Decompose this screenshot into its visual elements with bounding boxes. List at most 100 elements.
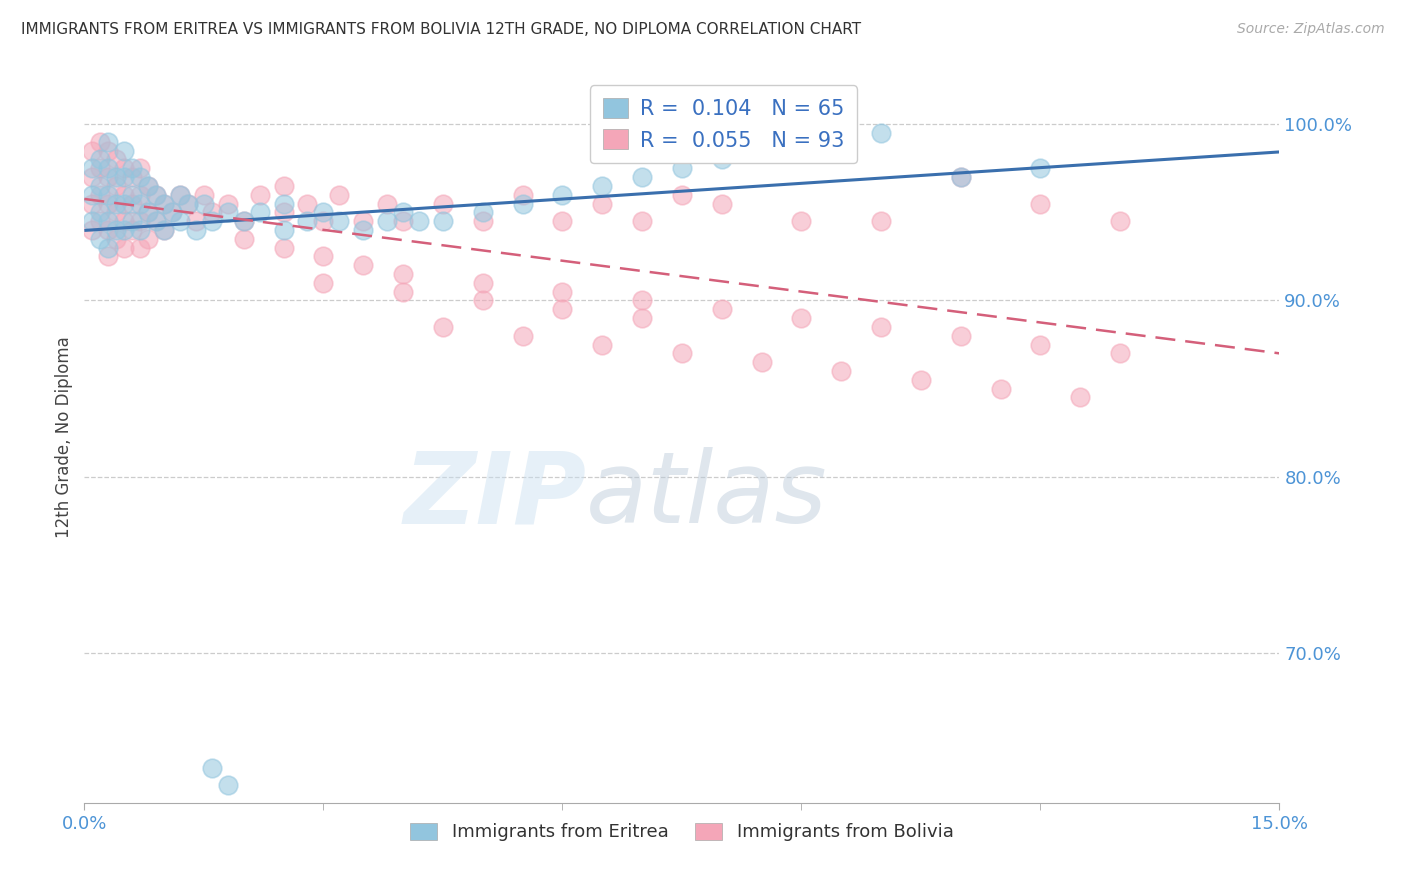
Point bbox=[112, 161, 135, 176]
Point bbox=[145, 214, 167, 228]
Point bbox=[551, 214, 574, 228]
Point bbox=[671, 346, 693, 360]
Point bbox=[145, 214, 167, 228]
Point bbox=[105, 178, 128, 193]
Point bbox=[512, 328, 534, 343]
Point bbox=[89, 187, 111, 202]
Point bbox=[153, 196, 176, 211]
Point bbox=[121, 214, 143, 228]
Point bbox=[89, 161, 111, 176]
Point bbox=[89, 153, 111, 167]
Point bbox=[177, 196, 200, 211]
Point bbox=[551, 187, 574, 202]
Point bbox=[105, 196, 128, 211]
Point bbox=[790, 214, 813, 228]
Point bbox=[471, 293, 494, 308]
Point bbox=[273, 223, 295, 237]
Point bbox=[105, 170, 128, 185]
Point bbox=[136, 178, 159, 193]
Point bbox=[112, 214, 135, 228]
Point bbox=[145, 187, 167, 202]
Point bbox=[177, 196, 200, 211]
Point bbox=[89, 135, 111, 149]
Point bbox=[89, 214, 111, 228]
Point bbox=[312, 249, 335, 263]
Y-axis label: 12th Grade, No Diploma: 12th Grade, No Diploma bbox=[55, 336, 73, 538]
Point bbox=[97, 196, 120, 211]
Point bbox=[82, 196, 104, 211]
Point bbox=[631, 214, 654, 228]
Point bbox=[136, 205, 159, 219]
Point bbox=[136, 205, 159, 219]
Point bbox=[232, 214, 254, 228]
Point bbox=[136, 178, 159, 193]
Point bbox=[112, 144, 135, 158]
Point bbox=[710, 302, 733, 317]
Point bbox=[105, 205, 128, 219]
Point bbox=[1109, 346, 1132, 360]
Point bbox=[89, 178, 111, 193]
Point bbox=[112, 196, 135, 211]
Point bbox=[121, 170, 143, 185]
Point bbox=[751, 355, 773, 369]
Point bbox=[710, 153, 733, 167]
Point bbox=[112, 241, 135, 255]
Point bbox=[121, 187, 143, 202]
Point bbox=[129, 170, 152, 185]
Point bbox=[217, 205, 239, 219]
Point bbox=[471, 276, 494, 290]
Point bbox=[312, 205, 335, 219]
Point bbox=[297, 214, 319, 228]
Point bbox=[82, 214, 104, 228]
Point bbox=[1069, 391, 1091, 405]
Point bbox=[671, 187, 693, 202]
Point bbox=[710, 196, 733, 211]
Point bbox=[1029, 161, 1052, 176]
Point bbox=[432, 196, 454, 211]
Point bbox=[184, 223, 207, 237]
Point bbox=[870, 126, 893, 140]
Point bbox=[432, 320, 454, 334]
Point bbox=[217, 196, 239, 211]
Point bbox=[551, 302, 574, 317]
Point bbox=[129, 214, 152, 228]
Point bbox=[129, 187, 152, 202]
Point bbox=[471, 205, 494, 219]
Point bbox=[671, 161, 693, 176]
Point bbox=[105, 153, 128, 167]
Point bbox=[751, 144, 773, 158]
Point bbox=[97, 187, 120, 202]
Point bbox=[631, 170, 654, 185]
Point bbox=[408, 214, 430, 228]
Point bbox=[97, 170, 120, 185]
Point bbox=[129, 223, 152, 237]
Point bbox=[1029, 196, 1052, 211]
Point bbox=[97, 249, 120, 263]
Point bbox=[153, 223, 176, 237]
Point bbox=[273, 178, 295, 193]
Point bbox=[1109, 214, 1132, 228]
Point bbox=[82, 223, 104, 237]
Point bbox=[990, 382, 1012, 396]
Point bbox=[153, 196, 176, 211]
Point bbox=[112, 187, 135, 202]
Point bbox=[631, 311, 654, 326]
Point bbox=[112, 223, 135, 237]
Point bbox=[121, 161, 143, 176]
Point bbox=[312, 214, 335, 228]
Point bbox=[160, 205, 183, 219]
Point bbox=[471, 214, 494, 228]
Point bbox=[297, 196, 319, 211]
Point bbox=[112, 170, 135, 185]
Point bbox=[97, 241, 120, 255]
Point bbox=[1029, 337, 1052, 351]
Point bbox=[136, 232, 159, 246]
Legend: Immigrants from Eritrea, Immigrants from Bolivia: Immigrants from Eritrea, Immigrants from… bbox=[402, 815, 962, 848]
Point bbox=[790, 311, 813, 326]
Point bbox=[870, 320, 893, 334]
Point bbox=[121, 223, 143, 237]
Point bbox=[375, 196, 398, 211]
Point bbox=[830, 364, 852, 378]
Point bbox=[870, 214, 893, 228]
Point bbox=[129, 241, 152, 255]
